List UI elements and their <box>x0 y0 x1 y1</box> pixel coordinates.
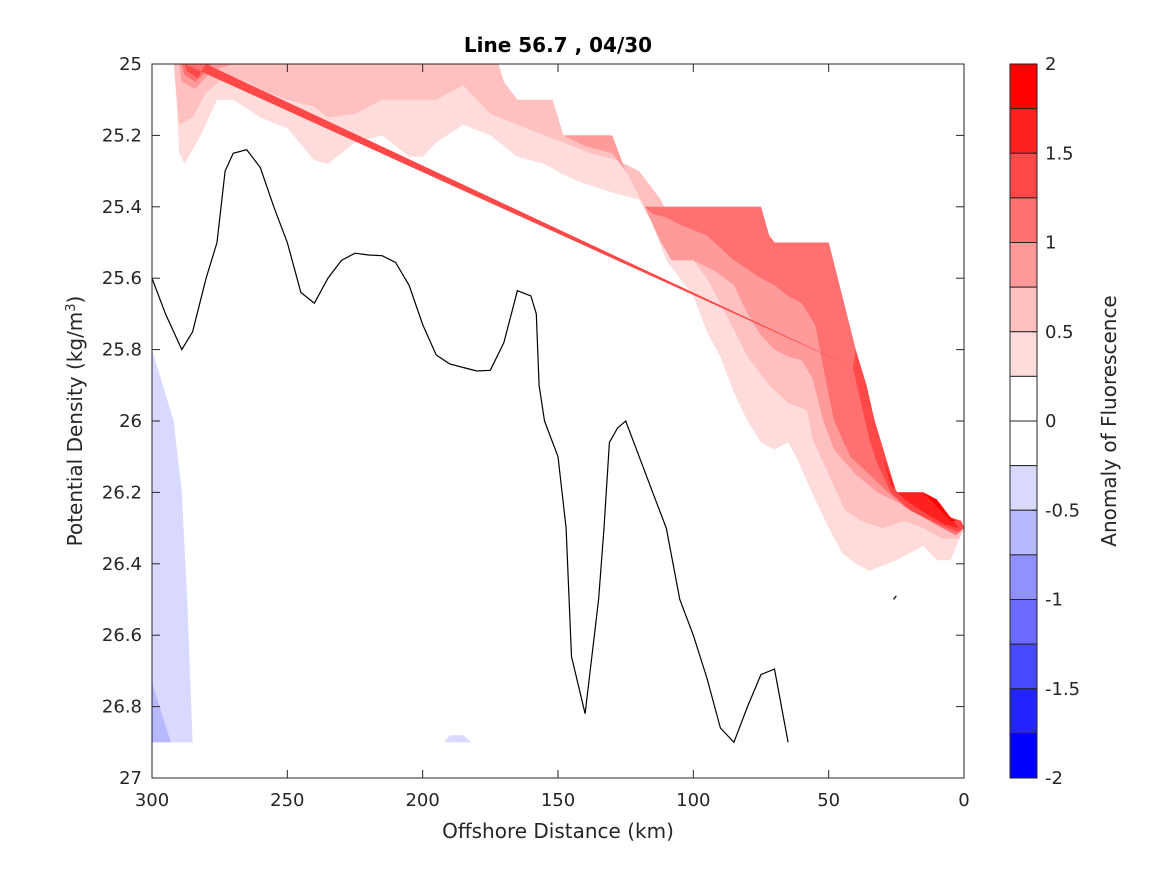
colorbar-swatch <box>1009 643 1038 690</box>
y-tick-label: 26.2 <box>102 482 142 503</box>
contour-fill-neg-8 <box>152 681 171 743</box>
y-tick-label: 26.4 <box>102 554 142 575</box>
colorbar-tick-label: 2 <box>1045 54 1056 75</box>
x-tick-label: 300 <box>135 790 169 811</box>
x-tick-label: 150 <box>541 790 575 811</box>
colorbar-tick-label: 0 <box>1045 411 1056 432</box>
colorbar-swatch <box>1009 108 1038 154</box>
zero-contour-lines <box>151 149 897 744</box>
colorbar: 2 1.5 1 0.5 0 -0.5 -1 -1.5 -2 <box>1009 54 1080 789</box>
y-axis-title-main: Potential Density (kg/m <box>63 312 87 547</box>
x-axis-title: Offshore Distance (km) <box>442 819 674 843</box>
colorbar-tick-label: -0.5 <box>1045 500 1080 521</box>
colorbar-swatch <box>1009 509 1038 556</box>
colorbar-swatch <box>1009 599 1038 645</box>
colorbar-swatch <box>1009 375 1038 422</box>
x-tick-label: 50 <box>817 790 840 811</box>
colorbar-swatch <box>1009 152 1038 199</box>
colorbar-swatch <box>1009 732 1038 779</box>
colorbar-swatch <box>1009 286 1038 333</box>
colorbar-tick-label: -2 <box>1045 768 1063 789</box>
zero-contour-line-1 <box>893 595 897 600</box>
colorbar-tick-label: 1.5 <box>1045 143 1074 164</box>
contour-fill-pos-3 <box>181 64 965 536</box>
colorbar-tick-label: -1.5 <box>1045 679 1080 700</box>
contour-fill-pos-0 <box>173 64 964 571</box>
y-tick-label: 25.2 <box>102 125 142 146</box>
plot-title: Line 56.7 , 04/30 <box>464 33 652 57</box>
colorbar-swatch <box>1009 331 1038 377</box>
x-tick-label: 0 <box>958 790 969 811</box>
x-tick-label: 100 <box>676 790 710 811</box>
y-tick-label: 25 <box>119 54 142 75</box>
y-tick-label: 25.8 <box>102 340 142 361</box>
colorbar-swatch <box>1009 420 1038 467</box>
colorbar-swatch <box>1009 465 1038 511</box>
colorbar-swatch <box>1009 63 1038 110</box>
colorbar-swatch <box>1009 197 1038 244</box>
contour-fill-neg-7 <box>152 349 193 743</box>
colorbar-tick-label: 1 <box>1045 233 1056 254</box>
colorbar-swatch <box>1009 688 1038 734</box>
y-axis-title: Potential Density (kg/m3) <box>63 296 87 547</box>
contour-fill-pos-5 <box>882 456 959 529</box>
x-tick-label: 200 <box>405 790 439 811</box>
x-axis: 300 250 200 150 100 50 0 <box>135 64 970 811</box>
contour-fills <box>152 64 965 743</box>
zero-contour-line-0 <box>151 149 789 744</box>
y-tick-label: 25.6 <box>102 268 142 289</box>
colorbar-tick-label: 0.5 <box>1045 322 1074 343</box>
y-axis-title-close: ) <box>63 296 87 304</box>
y-axis: 25 25.2 25.4 25.6 25.8 26 26.2 26.4 26.6 26.8 27 <box>102 54 964 789</box>
y-axis-title-superscript: 3 <box>64 303 79 311</box>
contour-fill-pos-6 <box>923 492 956 521</box>
colorbar-tick-label: -1 <box>1045 590 1063 611</box>
y-tick-label: 26 <box>119 411 142 432</box>
x-tick-label: 250 <box>270 790 304 811</box>
colorbar-swatch <box>1009 242 1038 288</box>
y-tick-label: 25.4 <box>102 197 142 218</box>
y-tick-label: 27 <box>119 768 142 789</box>
colorbar-swatch <box>1009 554 1038 601</box>
colorbar-label: Anomaly of Fluorescence <box>1097 295 1121 546</box>
y-tick-label: 26.6 <box>102 625 142 646</box>
contour-fill-neg-9 <box>444 735 472 743</box>
y-tick-label: 26.8 <box>102 697 142 718</box>
